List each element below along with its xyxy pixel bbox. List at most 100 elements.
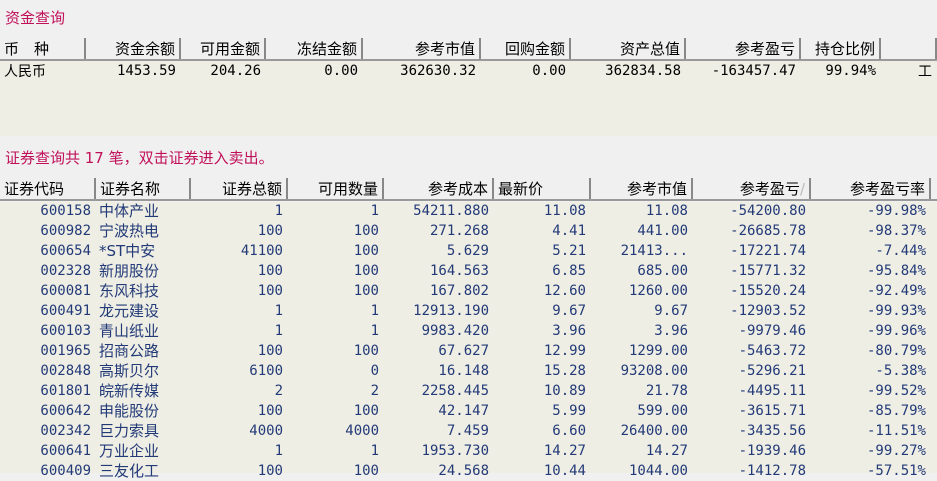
table-cell: 54211.880 [413, 203, 489, 219]
table-cell: 15.28 [543, 363, 586, 379]
table-cell: 100 [257, 263, 283, 279]
table-cell: 001965 [40, 343, 91, 359]
column-header[interactable]: 资产总值 [570, 38, 686, 61]
table-cell: 11.08 [645, 203, 688, 219]
table-cell: 002342 [40, 423, 91, 439]
table-cell: 21413... [620, 243, 688, 259]
table-cell: 9983.420 [421, 323, 489, 339]
table-row[interactable]: 人民币 1453.59 204.26 0.00 362630.32 0.00 362834.… [0, 60, 936, 81]
table-cell: -12903.52 [730, 303, 806, 319]
table-row[interactable]: 002328 新朋股份 100 100 164.563 6.85 685.00 -15771.… [0, 261, 937, 281]
column-header[interactable]: 币 种 [0, 38, 86, 61]
table-cell: 青山纸业 [99, 322, 160, 340]
table-cell: 1 [370, 443, 379, 459]
table-cell: -7.44% [875, 243, 926, 259]
table-row[interactable]: 002848 高斯贝尔 6100 0 16.148 15.28 93208.00 -5296.… [0, 361, 937, 381]
table-cell: -80.79% [866, 343, 926, 359]
column-header-filler [930, 178, 937, 201]
table-row[interactable]: 600982 宁波热电 100 100 271.268 4.41 441.00 -26685.… [0, 221, 937, 241]
table-cell: -99.27% [866, 443, 926, 459]
table-cell: 600491 [40, 303, 91, 319]
table-cell: 204.26 [210, 63, 261, 79]
table-cell: 16.148 [438, 363, 489, 379]
column-header[interactable]: 参考成本 [383, 178, 494, 201]
table-cell: -99.98% [866, 203, 926, 219]
column-header[interactable]: 最新价 [493, 178, 591, 201]
table-cell: 685.00 [637, 263, 688, 279]
table-cell: 002848 [40, 363, 91, 379]
table-cell: 9.67 [552, 303, 586, 319]
table-cell: 441.00 [637, 223, 688, 239]
column-header[interactable]: 资金余额 [85, 38, 181, 61]
table-cell: 100 [353, 283, 379, 299]
column-header[interactable]: 参考市值 [362, 38, 481, 61]
table-cell: 0.00 [532, 63, 566, 79]
table-cell: -92.49% [866, 283, 926, 299]
table-cell: -98.37% [866, 223, 926, 239]
table-row[interactable]: 601801 皖新传媒 2 2 2258.445 10.89 21.78 -4495.11 -9… [0, 381, 937, 401]
table-row[interactable]: 600409 三友化工 100 100 24.568 10.44 1044.00 -1412.… [0, 461, 937, 481]
column-header[interactable]: 可用数量 [287, 178, 384, 201]
table-cell: -3615.71 [738, 403, 806, 419]
table-cell: -1412.78 [738, 463, 806, 479]
table-cell: 招商公路 [99, 342, 160, 360]
table-cell: 11.08 [543, 203, 586, 219]
table-cell: 10.44 [543, 463, 586, 479]
table-cell: -5463.72 [738, 343, 806, 359]
table-cell: 24.568 [438, 463, 489, 479]
table-cell: 600982 [40, 223, 91, 239]
table-cell: *ST中安 [99, 242, 156, 260]
securities-query-title: 证券查询共 17 笔，双击证券进入卖出。 [5, 149, 274, 167]
sort-indicator-icon: / [799, 180, 805, 198]
table-row[interactable]: 001965 招商公路 100 100 67.627 12.99 1299.00 -5463.… [0, 341, 937, 361]
column-header[interactable]: 证券代码 [0, 178, 96, 201]
fund-query-title: 资金查询 [5, 9, 66, 27]
column-header[interactable]: 参考盈亏率 [810, 178, 931, 201]
column-header[interactable]: 参考盈亏 [685, 38, 801, 61]
table-cell: 12.60 [543, 283, 586, 299]
table-row[interactable]: 600491 龙元建设 1 1 12913.190 9.67 9.67 -12903.52 -9… [0, 301, 937, 321]
column-header[interactable]: 证券总额 [190, 178, 288, 201]
table-cell: -26685.78 [730, 223, 806, 239]
column-header[interactable] [880, 38, 937, 61]
table-cell: 宁波热电 [99, 222, 160, 240]
table-cell: 100 [353, 403, 379, 419]
table-cell: 93208.00 [620, 363, 688, 379]
table-row[interactable]: 600654 *ST中安 41100 100 5.629 5.21 21413... -172… [0, 241, 937, 261]
table-cell: 1 [274, 303, 283, 319]
column-header[interactable]: 持仓比例 [800, 38, 881, 61]
table-row[interactable]: 600642 申能股份 100 100 42.147 5.99 599.00 -3615.71… [0, 401, 937, 421]
table-cell: 6.85 [552, 263, 586, 279]
table-cell: -5296.21 [738, 363, 806, 379]
table-cell: 600641 [40, 443, 91, 459]
table-cell: 0.00 [324, 63, 358, 79]
column-header[interactable]: 回购金额 [480, 38, 571, 61]
table-row[interactable]: 600158 中体产业 1 1 54211.880 11.08 11.08 -54200.80… [0, 200, 937, 221]
column-header[interactable]: 参考盈亏/ [692, 178, 811, 201]
table-cell: 271.268 [429, 223, 489, 239]
table-row[interactable]: 600103 青山纸业 1 1 9983.420 3.96 3.96 -9979.46 -99.… [0, 321, 937, 341]
table-cell: 5.21 [552, 243, 586, 259]
table-cell: 5.99 [552, 403, 586, 419]
table-cell: 1260.00 [628, 283, 688, 299]
table-cell: 2 [274, 383, 283, 399]
table-cell: -99.96% [866, 323, 926, 339]
table-cell: 100 [353, 223, 379, 239]
table-cell: 600642 [40, 403, 91, 419]
table-row[interactable]: 002342 巨力索具 4000 4000 7.459 6.60 26400.00 -3435… [0, 421, 937, 441]
column-header[interactable]: 证券名称 [95, 178, 191, 201]
table-row[interactable]: 600641 万业企业 1 1 1953.730 14.27 14.27 -1939.46 -9… [0, 441, 937, 461]
table-row[interactable]: 600081 东风科技 100 100 167.802 12.60 1260.00 -1552… [0, 281, 937, 301]
table-cell: 1 [274, 443, 283, 459]
table-cell: 100 [353, 463, 379, 479]
table-cell: -99.52% [866, 383, 926, 399]
table-cell: 99.94% [825, 63, 876, 79]
table-cell: 42.147 [438, 403, 489, 419]
table-cell: -57.51% [866, 463, 926, 479]
column-header[interactable]: 可用金额 [180, 38, 266, 61]
table-cell: -9979.46 [738, 323, 806, 339]
table-cell: -5.38% [875, 363, 926, 379]
column-header[interactable]: 冻结金额 [265, 38, 363, 61]
table-cell: 41100 [240, 243, 283, 259]
column-header[interactable]: 参考市值 [590, 178, 693, 201]
